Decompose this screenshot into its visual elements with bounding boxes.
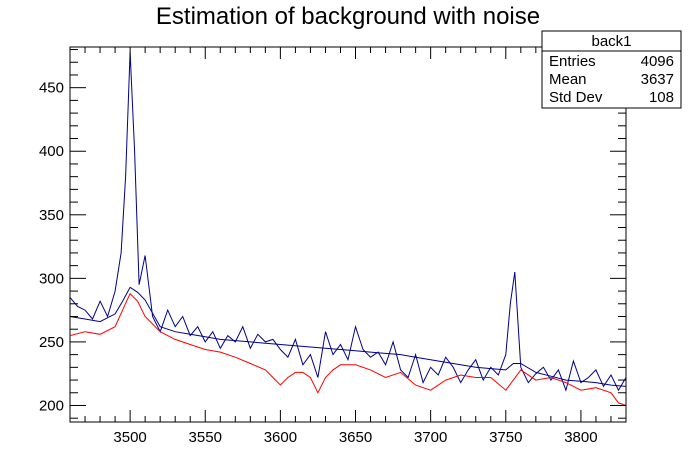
stat-label-std-dev: Std Dev <box>549 89 603 106</box>
series-line-0 <box>69 52 627 392</box>
series-line-1 <box>69 286 627 387</box>
x-tick-label: 3600 <box>264 429 297 446</box>
x-tick-label: 3650 <box>339 429 372 446</box>
stat-label-entries: Entries <box>549 53 596 70</box>
y-tick-label: 400 <box>39 143 64 160</box>
stat-value-std-dev: 108 <box>649 89 674 106</box>
y-tick-label: 250 <box>39 334 64 351</box>
stat-value-mean: 3637 <box>641 71 674 88</box>
stat-value-entries: 4096 <box>641 53 674 70</box>
x-tick-label: 3800 <box>564 429 597 446</box>
stats-box-title: back1 <box>591 33 631 50</box>
chart-title: Estimation of background with noise <box>156 3 540 30</box>
stat-label-mean: Mean <box>549 71 587 88</box>
stats-box-frame <box>541 30 682 109</box>
series-line-2 <box>69 292 627 406</box>
x-tick-label: 3700 <box>414 429 447 446</box>
x-tick-label: 3550 <box>189 429 222 446</box>
y-tick-label: 200 <box>39 397 64 414</box>
y-tick-label: 450 <box>39 80 64 97</box>
y-axis: 200 250 300 350 400 450 <box>39 49 626 419</box>
y-tick-label: 350 <box>39 207 64 224</box>
y-tick-label: 300 <box>39 270 64 287</box>
x-tick-label: 3750 <box>489 429 522 446</box>
x-axis: 3500 3550 3600 3650 3700 3750 3800 <box>69 47 627 446</box>
x-tick-label: 3500 <box>113 429 146 446</box>
plot-frame <box>69 46 627 423</box>
series-layer <box>69 52 627 406</box>
stats-box: back1 Entries 4096 Mean 3637 Std Dev 108 <box>541 30 682 109</box>
